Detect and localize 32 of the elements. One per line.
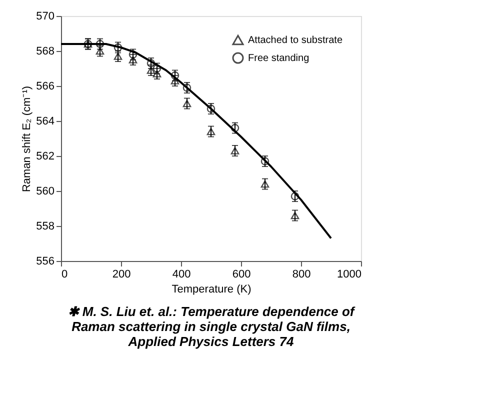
y-tick-label: 570 [36,10,54,22]
y-tick-label: 562 [36,150,54,162]
y-tick-label: 558 [36,220,54,232]
x-tick-label: 1000 [337,268,362,280]
x-tick-label: 0 [62,268,68,280]
point [182,100,192,108]
y-tick-label: 566 [36,80,54,92]
point [152,70,162,78]
point [128,56,138,64]
x-tick-label: 600 [232,268,251,280]
y-axis-title: Raman shift E₂ (cm⁻¹) [21,86,34,192]
text: ✱ M. S. Liu et. al.: Temperature dependence of [68,304,356,319]
y-tick-label: 556 [36,256,54,268]
legend-label: Attached to substrate [248,35,343,46]
point [146,66,156,74]
x-axis-title: Temperature (K) [172,284,252,296]
x-tick-label: 400 [172,268,191,280]
point [260,180,270,188]
line-series [60,43,332,240]
x-tick-label: 800 [292,268,311,280]
point [206,128,216,136]
y-tick-label: 564 [36,116,54,128]
point [290,212,300,220]
legend-label: Free standing [248,53,310,64]
text: Applied Physics Letters 74 [127,334,294,349]
text: Raman scattering in single crystal GaN films, [72,319,350,334]
y-tick-label: 560 [36,186,54,198]
y-tick-label: 568 [36,46,54,58]
point [170,77,180,84]
x-tick-label: 200 [112,268,131,280]
point [96,47,104,55]
point [230,147,240,154]
